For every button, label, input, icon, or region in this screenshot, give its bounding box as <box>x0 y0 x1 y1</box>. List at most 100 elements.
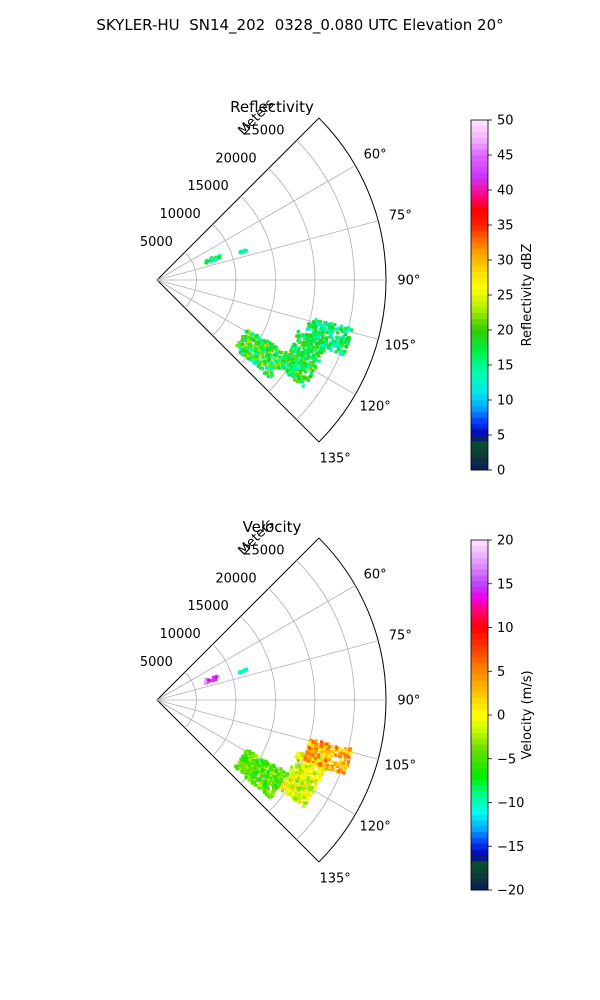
colorbar-swatch <box>471 446 488 453</box>
colorbar-label: Reflectivity dBZ <box>520 244 535 347</box>
echo-gate <box>242 757 246 761</box>
echo-gate <box>271 771 276 775</box>
colorbar-swatch <box>471 674 488 681</box>
echo-gate <box>265 774 270 778</box>
colorbar-swatch <box>471 586 488 593</box>
colorbar-swatch <box>471 592 488 599</box>
echo-gate <box>292 378 297 382</box>
echo-gate <box>316 335 321 339</box>
colorbar-swatch <box>471 248 488 255</box>
echo-gate <box>254 771 258 775</box>
echo-gate <box>246 333 251 337</box>
echo-gate <box>243 753 248 757</box>
echo-gate <box>280 773 284 778</box>
echo-gate <box>317 350 321 354</box>
echo-gate <box>329 327 333 331</box>
echo-gate <box>303 774 307 778</box>
colorbar-swatch <box>471 184 488 191</box>
colorbar-tick-label: −5 <box>497 752 516 767</box>
echo-gate <box>300 780 305 784</box>
echo-gate <box>322 751 326 756</box>
echo-gate <box>273 353 277 357</box>
echo-gate <box>269 763 273 767</box>
colorbar-swatch <box>471 277 488 284</box>
echo-gate <box>328 766 332 770</box>
echo-gate <box>318 320 323 324</box>
echo-gate <box>304 377 309 381</box>
echo-gate <box>318 348 322 353</box>
echo-gate <box>302 348 307 353</box>
echo-gate <box>306 778 310 783</box>
echo-gate <box>266 355 271 359</box>
echo-gate <box>294 777 298 782</box>
echo-gate <box>302 359 306 364</box>
echo-gate <box>326 754 331 758</box>
range-tick-label: 25000 <box>243 543 284 558</box>
echo-gate <box>255 343 259 347</box>
colorbar-swatch <box>471 761 488 768</box>
colorbar-swatch <box>471 137 488 144</box>
echo-gate <box>344 337 348 341</box>
colorbar-swatch <box>471 656 488 663</box>
echo-gate <box>210 679 214 683</box>
colorbar-swatch <box>471 464 488 471</box>
echo-gate <box>305 357 309 361</box>
echo-gate <box>275 785 279 789</box>
colorbar-swatch <box>471 254 488 261</box>
echo-gate <box>331 344 335 348</box>
echo-gate <box>299 366 303 371</box>
echo-gate <box>257 786 261 790</box>
colorbar-tick-label: 15 <box>497 577 514 592</box>
echo-gate <box>259 347 263 351</box>
echo-gate <box>257 778 261 782</box>
echo-gate <box>293 775 297 780</box>
echo-gate <box>343 326 347 331</box>
echo-gate <box>236 764 241 768</box>
echo-gate <box>299 334 304 338</box>
colorbar-tick-label: 25 <box>497 289 514 304</box>
colorbar-swatch <box>471 306 488 313</box>
range-tick-label: 20000 <box>215 571 256 586</box>
echo-gate <box>244 761 248 765</box>
echo-gate <box>314 352 318 357</box>
echo-gate <box>268 346 272 350</box>
echo-gate <box>321 769 325 773</box>
echo-gate <box>296 350 300 354</box>
echo-gate <box>339 341 343 345</box>
echo-gate <box>245 340 249 345</box>
echo-gate <box>319 338 323 342</box>
colorbar-swatch <box>471 458 488 465</box>
echo-gate <box>283 354 287 358</box>
echo-gate <box>317 333 321 337</box>
echo-gate <box>304 351 308 355</box>
echo-gate <box>248 358 252 362</box>
echo-gate <box>327 750 331 755</box>
colorbar-swatch <box>471 376 488 383</box>
echo-gate <box>343 764 347 768</box>
colorbar-swatch <box>471 604 488 611</box>
echo-gate <box>265 778 269 782</box>
echo-gate <box>305 333 309 337</box>
colorbar-swatch <box>471 831 488 838</box>
echo-gate <box>212 676 216 680</box>
echo-gate <box>342 761 346 765</box>
colorbar-tick-label: 45 <box>497 149 514 164</box>
echo-gate <box>300 786 304 790</box>
echo-gate <box>260 787 264 791</box>
echo-gate <box>206 259 211 263</box>
echo-gate <box>326 757 330 761</box>
azimuth-tick-label: 105° <box>385 759 416 774</box>
echo-gate <box>239 347 243 351</box>
colorbar-swatch <box>471 738 488 745</box>
echo-gate <box>251 754 255 759</box>
echo-gate <box>308 784 312 788</box>
range-tick-label: 5000 <box>140 655 173 670</box>
echo-gate <box>286 369 290 373</box>
echo-gate <box>293 343 297 347</box>
echo-gate <box>267 780 271 784</box>
echo-gate <box>297 786 302 790</box>
echo-gate <box>311 757 316 761</box>
echo-gate <box>249 770 253 774</box>
echo-gate <box>285 772 290 776</box>
echo-gate <box>293 374 297 378</box>
